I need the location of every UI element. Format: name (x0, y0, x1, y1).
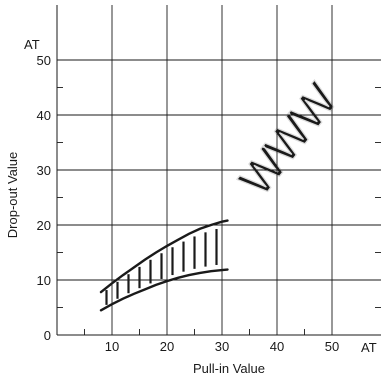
grid (57, 5, 381, 335)
labels: AT AT Pull-in Value Drop-out Value 10 20 3… (5, 37, 377, 376)
y-tick-label: 20 (37, 218, 51, 233)
x-tick-label: 50 (325, 339, 339, 354)
y-axis-title: Drop-out Value (5, 152, 20, 238)
lower-limit-curve (99, 268, 229, 312)
watermark: WWW (228, 73, 348, 206)
y-tick-label: 50 (37, 53, 51, 68)
axes (56, 5, 381, 336)
x-axis-title: Pull-in Value (193, 361, 265, 376)
x-unit-label: AT (361, 340, 377, 355)
plot-area (99, 219, 229, 312)
y-tick-label: 30 (37, 163, 51, 178)
y-tick-label: 0 (44, 328, 51, 343)
y-unit-label: AT (24, 37, 40, 52)
x-tick-label: 30 (215, 339, 229, 354)
upper-limit-curve (99, 219, 229, 294)
x-tick-label: 20 (160, 339, 174, 354)
watermark-text: WWW (229, 73, 348, 205)
x-tick-label: 40 (270, 339, 284, 354)
y-tick-label: 40 (37, 108, 51, 123)
x-tick-label: 10 (105, 339, 119, 354)
y-tick-label: 10 (37, 273, 51, 288)
